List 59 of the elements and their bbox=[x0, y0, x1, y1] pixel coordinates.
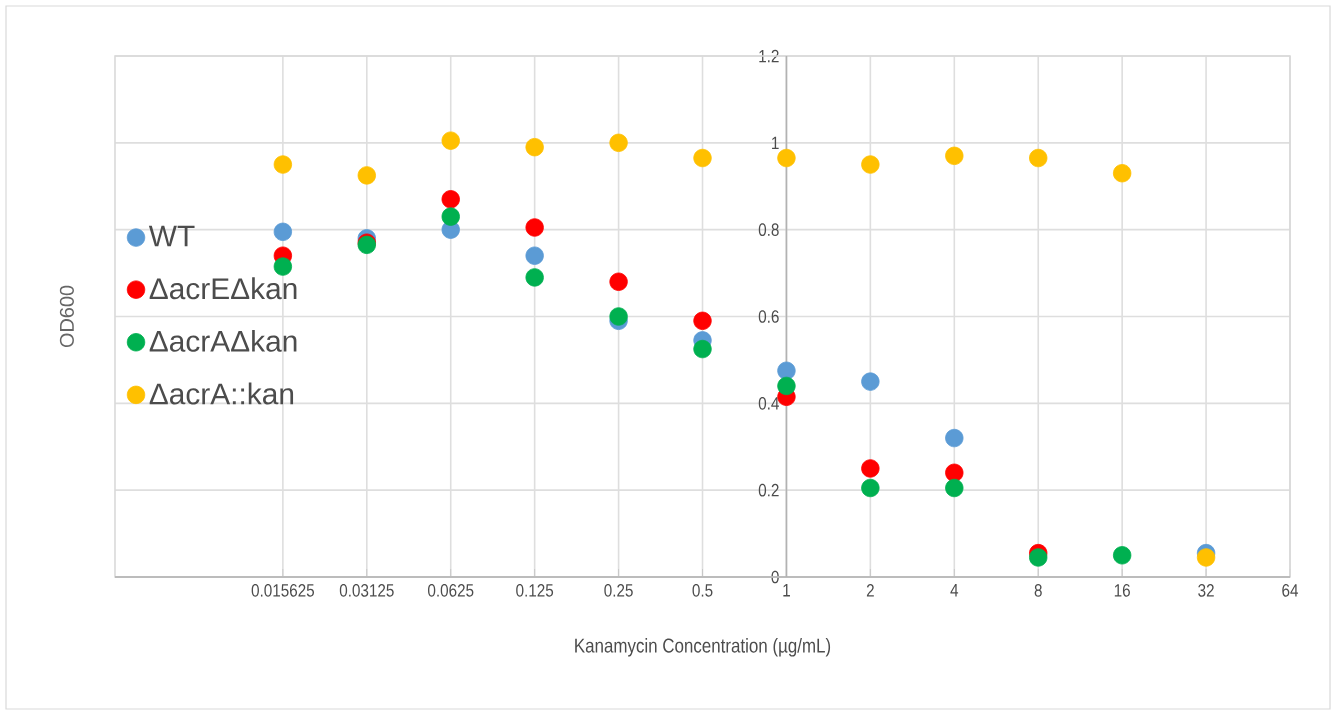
point bbox=[273, 222, 293, 241]
point bbox=[609, 307, 628, 326]
point bbox=[693, 148, 712, 168]
point bbox=[693, 311, 712, 330]
point bbox=[273, 155, 293, 174]
y-tick-label: 0.8 bbox=[758, 223, 779, 237]
point bbox=[1112, 164, 1132, 183]
point bbox=[525, 138, 544, 157]
x-tick-label: 0.125 bbox=[516, 584, 554, 597]
point bbox=[861, 155, 880, 174]
x-tick-label: 4 bbox=[950, 584, 959, 597]
y-tick-label: 0 bbox=[771, 570, 779, 584]
point bbox=[1112, 546, 1132, 565]
point bbox=[357, 166, 376, 185]
x-tick-label: 32 bbox=[1198, 584, 1214, 597]
x-tick-label: 8 bbox=[1034, 584, 1042, 597]
x-tick-label: 1 bbox=[783, 584, 790, 597]
point bbox=[861, 372, 880, 391]
point bbox=[273, 257, 293, 276]
legend-label: ΔacrA::kan bbox=[149, 382, 294, 405]
x-tick-label: 2 bbox=[866, 584, 874, 597]
point bbox=[945, 428, 964, 448]
point bbox=[861, 478, 880, 498]
point bbox=[861, 459, 880, 478]
y-axis-title: OD600 bbox=[59, 285, 74, 348]
legend-label: ΔacrAΔkan bbox=[149, 329, 297, 352]
x-tick-label: 0.015625 bbox=[251, 584, 315, 597]
x-tick-label: 0.0625 bbox=[428, 584, 474, 597]
point bbox=[1029, 148, 1048, 168]
y-tick-label: 0.4 bbox=[758, 396, 779, 410]
point bbox=[609, 133, 628, 152]
point bbox=[777, 361, 796, 380]
point bbox=[693, 339, 712, 359]
x-tick-label: 0.25 bbox=[604, 584, 633, 597]
y-tick-label: 1 bbox=[772, 136, 779, 149]
point bbox=[945, 463, 964, 482]
legend-label: ΔacrEΔkan bbox=[149, 277, 297, 300]
point bbox=[945, 478, 964, 498]
point bbox=[1029, 548, 1048, 567]
legend-label: WT bbox=[148, 225, 195, 247]
x-axis-title: Kanamycin Concentration (µg/mL) bbox=[575, 638, 831, 657]
point bbox=[441, 131, 460, 150]
y-tick-label: 1.2 bbox=[759, 49, 779, 63]
x-tick-label: 0.5 bbox=[692, 584, 713, 597]
y-tick-label: 0.2 bbox=[758, 483, 779, 497]
point bbox=[945, 146, 964, 166]
point bbox=[441, 207, 460, 226]
point bbox=[441, 190, 460, 209]
x-tick-label: 64 bbox=[1282, 584, 1299, 597]
x-tick-label: 16 bbox=[1114, 584, 1130, 597]
point bbox=[525, 246, 544, 265]
point bbox=[777, 376, 796, 396]
x-tick-label: 0.03125 bbox=[339, 584, 394, 597]
point bbox=[525, 218, 544, 237]
point bbox=[1196, 548, 1216, 567]
y-tick-label: 0.6 bbox=[758, 310, 779, 323]
point bbox=[777, 148, 796, 168]
point bbox=[609, 272, 628, 291]
point bbox=[525, 268, 544, 287]
